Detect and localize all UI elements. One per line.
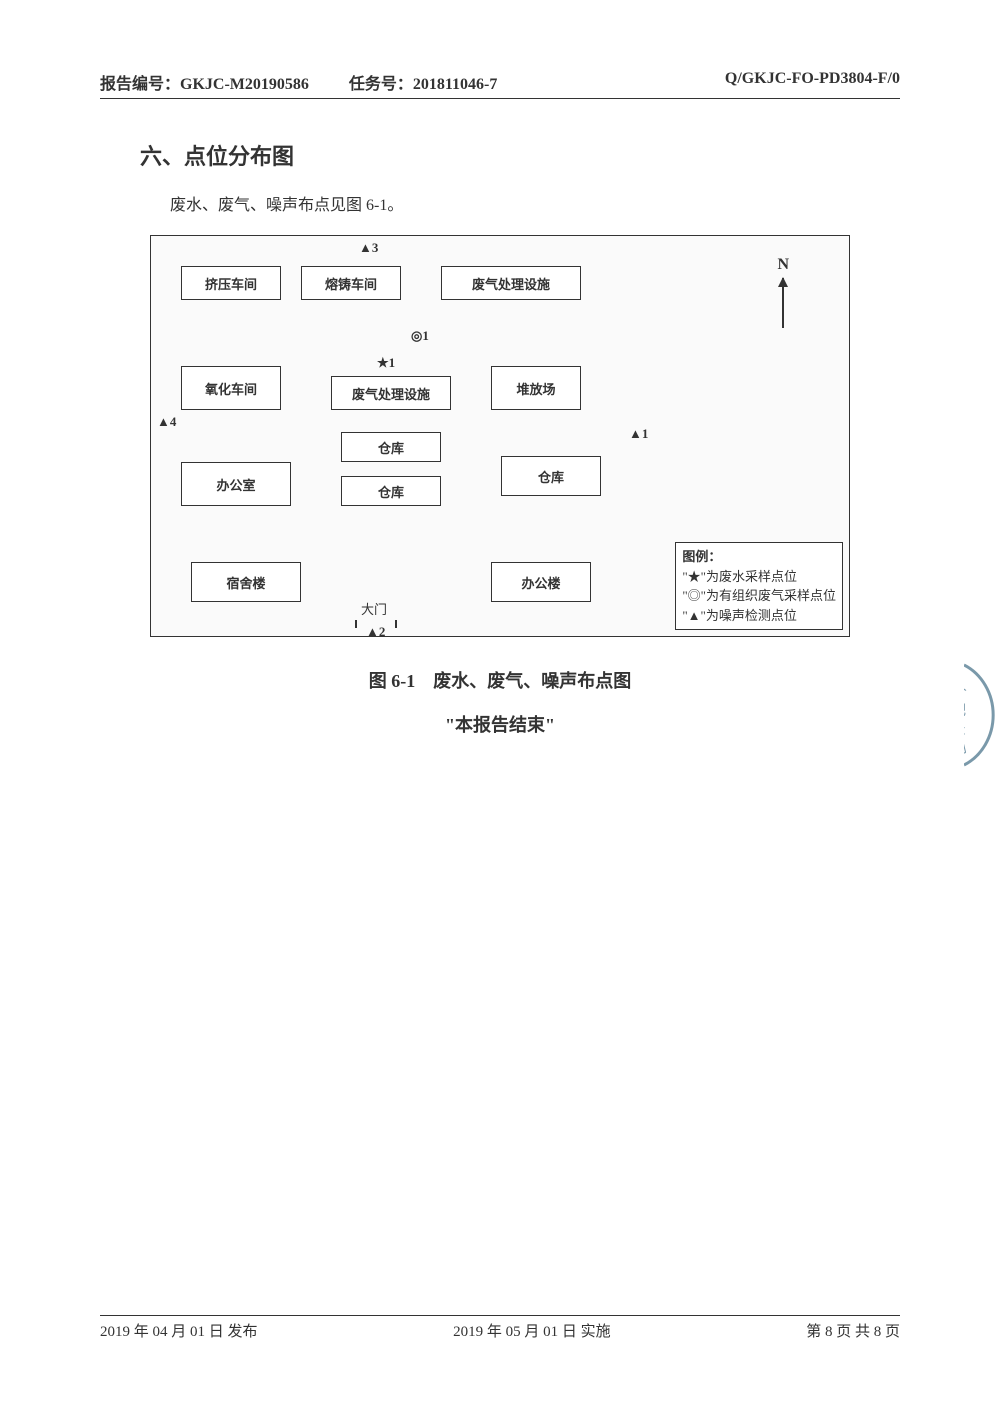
svg-text:司: 司 — [964, 741, 969, 759]
report-no-label: 报告编号： — [100, 76, 180, 93]
figure-caption: 图 6-1 废水、废气、噪声布点图 — [100, 667, 900, 693]
report-no: 报告编号：GKJC-M20190586 — [100, 70, 309, 94]
room-feiqi1: 废气处理设施 — [441, 266, 581, 300]
north-indicator: N — [777, 256, 789, 328]
svg-text:合: 合 — [964, 683, 968, 701]
company-seal-icon: 合 肥 公 司 — [964, 660, 1000, 770]
marker-star: ★1 — [377, 355, 395, 371]
doc-code: Q/GKJC-FO-PD3804-F/0 — [725, 70, 900, 94]
room-feiqi2: 废气处理设施 — [331, 376, 451, 410]
north-label: N — [777, 256, 789, 273]
page-footer: 2019 年 04 月 01 日 发布 2019 年 05 月 01 日 实施 … — [100, 1315, 900, 1341]
room-cangku3: 仓库 — [501, 456, 601, 496]
section-intro: 废水、废气、噪声布点见图 6-1。 — [170, 191, 900, 215]
north-arrow-icon — [782, 278, 784, 328]
marker-triangle: ▲4 — [157, 414, 176, 430]
effective-date: 2019 年 05 月 01 日 实施 — [453, 1320, 611, 1341]
room-sushe: 宿舍楼 — [191, 562, 301, 602]
room-jiyache: 挤压车间 — [181, 266, 281, 300]
marker-triangle: ▲3 — [359, 240, 378, 256]
legend-item: "◎"为有组织废气采样点位 — [682, 586, 836, 606]
svg-text:公: 公 — [964, 723, 966, 739]
marker-circle: ◎1 — [411, 328, 429, 344]
legend-title: 图例： — [682, 547, 836, 567]
room-yanghua: 氧化车间 — [181, 366, 281, 410]
page-header: 报告编号：GKJC-M20190586 任务号：201811046-7 Q/GK… — [100, 70, 900, 99]
gate-label: 大门 — [361, 599, 387, 618]
svg-text:肥: 肥 — [964, 704, 966, 719]
layout-diagram: N 图例： "★"为废水采样点位 "◎"为有组织废气采样点位 "▲"为噪声检测点… — [150, 235, 850, 637]
task-no-label: 任务号： — [349, 76, 413, 93]
room-duifang: 堆放场 — [491, 366, 581, 410]
task-no-value: 201811046-7 — [413, 76, 497, 93]
legend-box: 图例： "★"为废水采样点位 "◎"为有组织废气采样点位 "▲"为噪声检测点位 — [675, 542, 843, 630]
room-bangong1: 办公室 — [181, 462, 291, 506]
marker-triangle: ▲1 — [629, 426, 648, 442]
report-end-marker: "本报告结束" — [100, 711, 900, 737]
room-cangku1: 仓库 — [341, 432, 441, 462]
legend-item: "★"为废水采样点位 — [682, 567, 836, 587]
room-rongzhu: 熔铸车间 — [301, 266, 401, 300]
task-no: 任务号：201811046-7 — [349, 70, 497, 94]
room-cangku2: 仓库 — [341, 476, 441, 506]
publish-date: 2019 年 04 月 01 日 发布 — [100, 1320, 258, 1341]
marker-triangle: ▲2 — [366, 624, 385, 640]
legend-item: "▲"为噪声检测点位 — [682, 606, 836, 626]
report-no-value: GKJC-M20190586 — [180, 76, 309, 93]
room-bangong2: 办公楼 — [491, 562, 591, 602]
section-title: 六、点位分布图 — [140, 139, 900, 171]
page-number: 第 8 页 共 8 页 — [806, 1320, 900, 1341]
